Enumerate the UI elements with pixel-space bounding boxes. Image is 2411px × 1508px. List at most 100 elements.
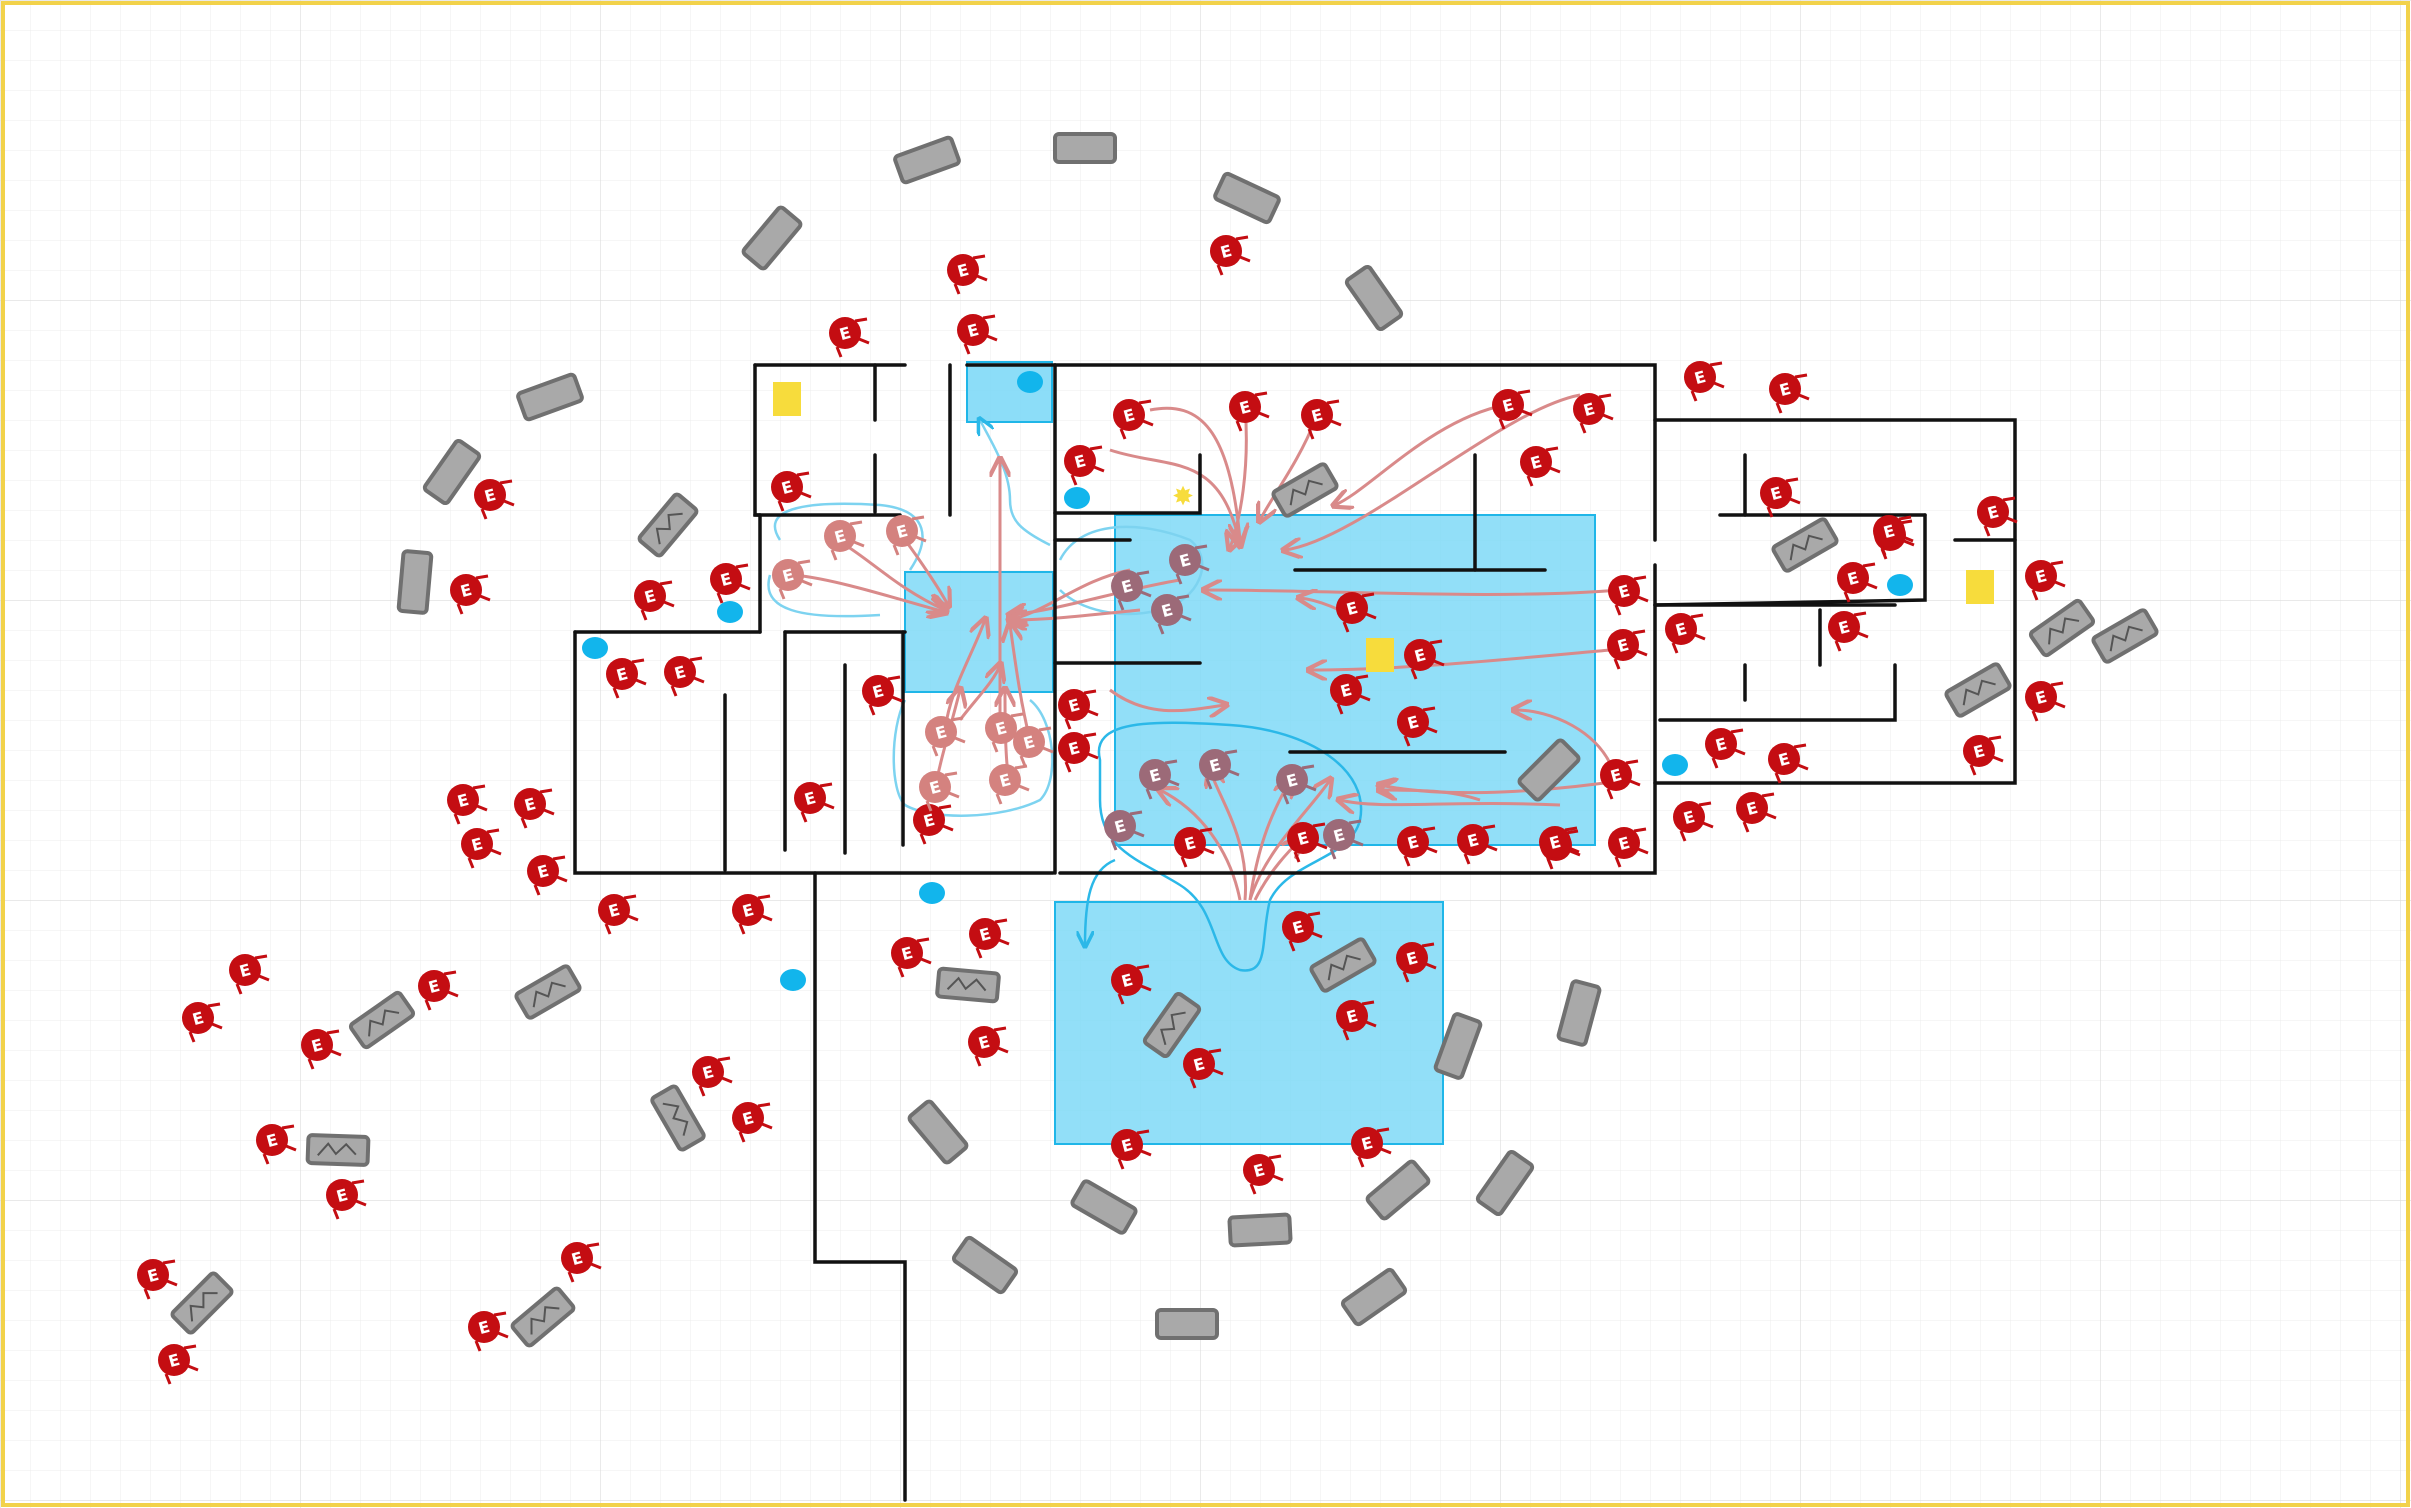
enemy-marker-icon[interactable]: E: [301, 1029, 342, 1070]
enemy-marker-icon[interactable]: E: [968, 1026, 1009, 1067]
wrecked-vehicle-icon[interactable]: [1142, 991, 1202, 1059]
vehicle-icon[interactable]: [1556, 979, 1602, 1047]
enemy-marker-icon[interactable]: E: [1768, 743, 1809, 784]
wrecked-vehicle-icon[interactable]: [1309, 937, 1377, 993]
waypoint-dot-icon[interactable]: [1887, 574, 1913, 596]
waypoint-dot-icon[interactable]: [717, 601, 743, 623]
enemy-marker-icon[interactable]: E: [1174, 827, 1215, 868]
waypoint-dot-icon[interactable]: [919, 882, 945, 904]
vehicle-icon[interactable]: [1340, 1267, 1408, 1327]
enemy-marker-icon[interactable]: E: [1396, 942, 1437, 983]
enemy-marker-icon[interactable]: E: [1287, 822, 1328, 863]
waypoint-dot-icon[interactable]: [1662, 754, 1688, 776]
enemy-marker-icon[interactable]: E: [1828, 611, 1869, 652]
vehicle-icon[interactable]: [1227, 1212, 1293, 1248]
wrecked-vehicle-icon[interactable]: [1271, 462, 1339, 518]
enemy-marker-icon[interactable]: E: [461, 828, 502, 869]
enemy-marker-icon[interactable]: E: [1183, 1048, 1224, 1089]
enemy-marker-icon[interactable]: E: [1330, 674, 1371, 715]
enemy-marker-icon[interactable]: E: [1760, 477, 1801, 518]
enemy-marker-icon[interactable]: E: [1404, 639, 1445, 680]
wrecked-vehicle-icon[interactable]: [305, 1133, 371, 1167]
wrecked-vehicle-icon[interactable]: [1771, 517, 1839, 573]
vehicle-icon[interactable]: [1344, 264, 1404, 332]
enemy-marker-icon[interactable]: E: [919, 771, 960, 812]
enemy-marker-icon[interactable]: E: [1397, 826, 1438, 867]
enemy-marker-icon[interactable]: E: [862, 675, 903, 716]
enemy-marker-icon[interactable]: E: [1608, 575, 1649, 616]
waypoint-dot-icon[interactable]: [780, 969, 806, 991]
vehicle-icon[interactable]: [1517, 738, 1581, 802]
enemy-marker-icon[interactable]: E: [772, 559, 813, 600]
waypoint-dot-icon[interactable]: [1017, 371, 1043, 393]
enemy-marker-icon[interactable]: E: [794, 782, 835, 823]
enemy-marker-icon[interactable]: E: [598, 894, 639, 935]
enemy-marker-icon[interactable]: E: [824, 520, 865, 561]
vehicle-icon[interactable]: [741, 205, 803, 271]
enemy-marker-icon[interactable]: E: [1139, 759, 1180, 800]
waypoint-dot-icon[interactable]: [582, 637, 608, 659]
enemy-marker-icon[interactable]: E: [474, 479, 515, 520]
enemy-marker-icon[interactable]: E: [1151, 594, 1192, 635]
enemy-marker-icon[interactable]: E: [447, 784, 488, 825]
enemy-marker-icon[interactable]: E: [1963, 735, 2004, 776]
wrecked-vehicle-icon[interactable]: [1944, 662, 2012, 718]
enemy-marker-icon[interactable]: E: [1492, 389, 1533, 430]
vehicle-icon[interactable]: [951, 1235, 1019, 1295]
enemy-marker-icon[interactable]: E: [182, 1002, 223, 1043]
vehicle-icon[interactable]: [422, 438, 482, 506]
enemy-marker-icon[interactable]: E: [1351, 1127, 1392, 1168]
enemy-marker-icon[interactable]: E: [1243, 1154, 1284, 1195]
enemy-marker-icon[interactable]: E: [137, 1259, 178, 1300]
enemy-marker-icon[interactable]: E: [1111, 1129, 1152, 1170]
vehicle-icon[interactable]: [1155, 1308, 1219, 1340]
enemy-marker-icon[interactable]: E: [1210, 235, 1251, 276]
enemy-marker-icon[interactable]: E: [1736, 792, 1777, 833]
objective-square-icon[interactable]: [773, 382, 801, 416]
enemy-marker-icon[interactable]: E: [1665, 613, 1706, 654]
enemy-marker-icon[interactable]: E: [886, 515, 927, 556]
enemy-marker-icon[interactable]: E: [664, 656, 705, 697]
enemy-marker-icon[interactable]: E: [158, 1344, 199, 1385]
enemy-marker-icon[interactable]: E: [606, 658, 647, 699]
vehicle-icon[interactable]: [396, 549, 434, 615]
enemy-marker-icon[interactable]: E: [1520, 446, 1561, 487]
enemy-marker-icon[interactable]: E: [1573, 393, 1614, 434]
enemy-marker-icon[interactable]: E: [256, 1124, 297, 1165]
enemy-marker-icon[interactable]: E: [1837, 562, 1878, 603]
enemy-marker-icon[interactable]: E: [450, 574, 491, 615]
enemy-marker-icon[interactable]: E: [1873, 515, 1914, 556]
enemy-marker-icon[interactable]: E: [732, 894, 773, 935]
enemy-marker-icon[interactable]: E: [1336, 1000, 1377, 1041]
enemy-marker-icon[interactable]: E: [957, 314, 998, 355]
enemy-marker-icon[interactable]: E: [1397, 706, 1438, 747]
objective-square-icon[interactable]: [1966, 570, 1994, 604]
enemy-marker-icon[interactable]: E: [947, 254, 988, 295]
vehicle-icon[interactable]: [907, 1099, 969, 1165]
enemy-marker-icon[interactable]: E: [1323, 819, 1364, 860]
enemy-marker-icon[interactable]: E: [1113, 399, 1154, 440]
enemy-marker-icon[interactable]: E: [1607, 629, 1648, 670]
enemy-marker-icon[interactable]: E: [1608, 827, 1649, 868]
enemy-marker-icon[interactable]: E: [1169, 544, 1210, 585]
wrecked-vehicle-icon[interactable]: [170, 1271, 234, 1335]
vehicle-icon[interactable]: [893, 135, 961, 185]
enemy-marker-icon[interactable]: E: [1769, 373, 1810, 414]
vehicle-icon[interactable]: [516, 372, 584, 422]
vehicle-icon[interactable]: [1053, 132, 1117, 164]
waypoint-dot-icon[interactable]: [1064, 487, 1090, 509]
enemy-marker-icon[interactable]: E: [1104, 810, 1145, 851]
enemy-marker-icon[interactable]: E: [1673, 801, 1714, 842]
enemy-marker-icon[interactable]: E: [1276, 764, 1317, 805]
enemy-marker-icon[interactable]: E: [891, 937, 932, 978]
wrecked-vehicle-icon[interactable]: [510, 1286, 576, 1348]
enemy-marker-icon[interactable]: E: [925, 716, 966, 757]
wrecked-vehicle-icon[interactable]: [348, 990, 416, 1050]
enemy-marker-icon[interactable]: E: [1705, 728, 1746, 769]
enemy-marker-icon[interactable]: E: [1600, 759, 1641, 800]
wrecked-vehicle-icon[interactable]: [2091, 608, 2159, 664]
wrecked-vehicle-icon[interactable]: [2028, 598, 2096, 658]
enemy-marker-icon[interactable]: E: [1336, 592, 1377, 633]
enemy-marker-icon[interactable]: E: [1977, 496, 2018, 537]
enemy-marker-icon[interactable]: E: [1539, 826, 1580, 867]
